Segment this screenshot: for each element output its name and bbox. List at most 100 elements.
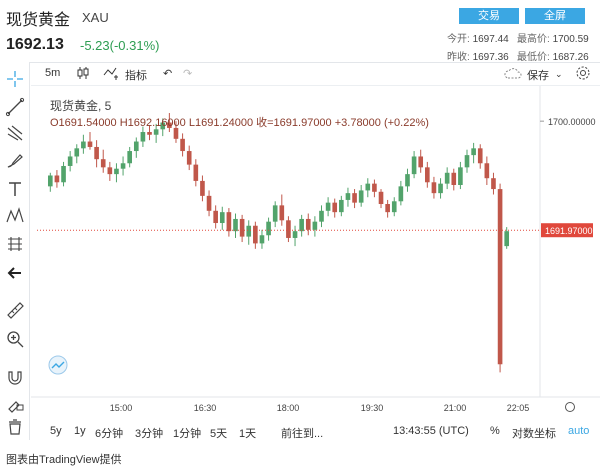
candle-body [167, 122, 172, 128]
current-price-label: 1691.97000 [545, 226, 593, 236]
range-1m[interactable]: 1分钟 [173, 428, 202, 440]
day-low: 最低价: 1687.26 [517, 52, 589, 63]
candle-body [94, 146, 99, 160]
trade-button[interactable]: 交易 [459, 8, 519, 24]
candle-body [299, 218, 304, 232]
range-5d[interactable]: 5天 [210, 428, 228, 440]
candle-body [47, 175, 53, 187]
tradingview-logo-icon [48, 355, 68, 375]
candle-type-icon[interactable] [75, 65, 91, 84]
candle-body [147, 132, 152, 135]
candle-body [173, 127, 179, 139]
text-tool-icon[interactable] [4, 178, 26, 200]
price-change: -5.23(-0.31%) [80, 38, 160, 53]
prediction-icon[interactable] [4, 233, 26, 255]
cloud-icon [503, 65, 523, 84]
auto-scale-toggle[interactable]: auto [568, 425, 590, 437]
chart-toolbar: 5m 指标 ↶ ↷ 保存 ⌄ [31, 62, 600, 86]
lock-drawing-icon[interactable] [4, 392, 26, 414]
fib-tool-icon[interactable] [4, 122, 26, 144]
candle-body [451, 172, 457, 185]
delete-icon[interactable] [4, 416, 26, 438]
y-tick-label: 1700.00000 [548, 117, 596, 127]
crosshair-icon[interactable] [4, 68, 26, 90]
candle-body [100, 159, 106, 168]
chart-container [0, 62, 600, 440]
candle-body [325, 202, 331, 211]
candle-body [491, 178, 496, 190]
candle-body [206, 195, 212, 211]
redo-icon[interactable]: ↷ [183, 68, 193, 80]
indicators-button[interactable]: 指标 [125, 70, 147, 82]
brush-icon[interactable] [4, 150, 26, 172]
range-1d[interactable]: 1天 [239, 428, 257, 440]
candle-body [305, 218, 311, 230]
x-tick-label: 19:30 [361, 403, 384, 413]
candle-body [233, 218, 238, 232]
candle-body [345, 193, 351, 200]
interval-selector[interactable]: 5m [45, 67, 61, 79]
percent-toggle[interactable]: % [490, 425, 500, 437]
ruler-icon[interactable] [4, 299, 26, 321]
candle-body [312, 221, 318, 230]
axis-settings-icon[interactable] [565, 402, 575, 412]
candle-body [458, 167, 463, 185]
candle-body [81, 141, 86, 149]
price-chart[interactable]: 1700.00000 1691.97000 15:00 16:30 18:00 19:30… [31, 86, 600, 421]
chevron-down-icon[interactable]: ⌄ [555, 69, 563, 79]
candle-body [153, 129, 159, 135]
candle-body [418, 156, 424, 168]
prev-close: 昨收: 1697.36 [447, 52, 509, 63]
x-tick-label: 18:00 [277, 403, 300, 413]
candle-body [425, 167, 430, 183]
candle-body [239, 218, 245, 237]
back-arrow-icon[interactable] [4, 262, 26, 284]
x-tick-label: 15:00 [110, 403, 133, 413]
candle-body [180, 138, 185, 152]
candle-body [246, 225, 252, 237]
goto-date-button[interactable]: 前往到... [281, 428, 324, 440]
candle-body [127, 151, 132, 164]
trend-line-icon[interactable] [4, 96, 26, 118]
candle-body [477, 148, 483, 164]
candle-body [332, 202, 338, 213]
candle-body [114, 168, 119, 175]
save-button[interactable]: 保存 [527, 70, 549, 82]
current-price-badge [541, 223, 593, 238]
x-tick-label: 21:00 [444, 403, 467, 413]
candle-body [219, 212, 225, 224]
candle-body [107, 167, 113, 175]
chart-title: 现货黄金, 5 [50, 99, 112, 113]
candle-body [292, 231, 298, 238]
candle-body [160, 122, 166, 130]
candle-body [411, 156, 417, 175]
candle-body [444, 172, 450, 184]
today-open: 今开: 1697.44 [447, 34, 509, 45]
log-scale-toggle[interactable]: 对数坐标 [512, 428, 556, 440]
candle-body [133, 141, 139, 152]
candle-body [266, 221, 271, 236]
magnet-icon[interactable] [4, 366, 26, 388]
range-5y[interactable]: 5y [50, 425, 62, 437]
candle-body [398, 186, 404, 202]
fullscreen-button[interactable]: 全屏 [525, 8, 585, 24]
candle-body [352, 193, 357, 203]
candle-body [87, 141, 93, 147]
range-1y[interactable]: 1y [74, 425, 86, 437]
candle-body [319, 210, 324, 222]
zoom-in-icon[interactable] [4, 328, 26, 350]
candle-body [279, 205, 285, 221]
candle-body [471, 148, 476, 156]
gear-icon[interactable] [575, 65, 591, 84]
range-3m[interactable]: 3分钟 [135, 428, 164, 440]
candle-body [391, 201, 397, 213]
candle-body [378, 191, 384, 205]
x-tick-label: 22:05 [507, 403, 530, 413]
candle-body [358, 190, 364, 203]
indicators-icon[interactable] [103, 65, 121, 84]
candle-body [200, 180, 205, 196]
candle-body [259, 235, 265, 244]
range-6m[interactable]: 6分钟 [95, 428, 124, 440]
undo-icon[interactable]: ↶ [163, 68, 173, 80]
pattern-icon[interactable] [4, 205, 26, 227]
